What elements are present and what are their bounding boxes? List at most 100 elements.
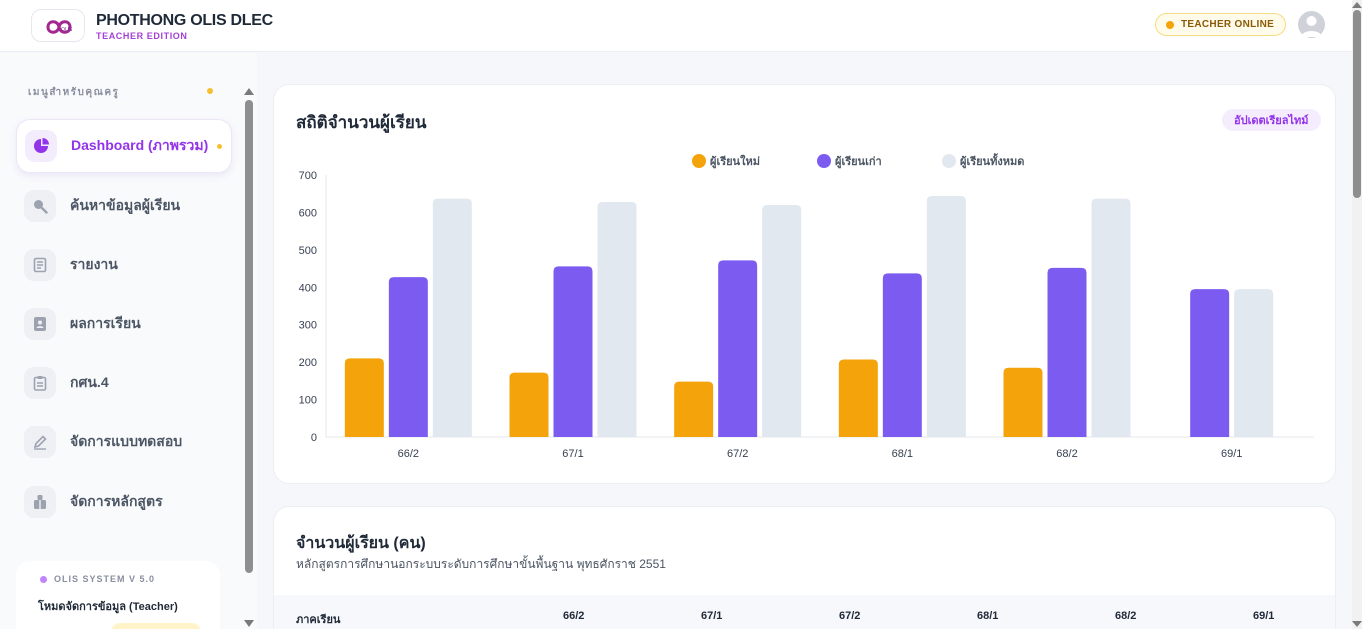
y-tick-label: 100 [299, 395, 317, 407]
y-tick-label: 0 [311, 432, 317, 444]
system-version-label: OLIS SYSTEM V 5.0 [54, 574, 156, 584]
sidebar-item-label: ค้นหาข้อมูลผู้เรียน [70, 197, 181, 213]
stats-card-title: สถิติจำนวนผู้เรียน [296, 113, 427, 132]
curriculum-icon [24, 486, 56, 518]
legend-label: ผู้เรียนทั้งหมด [960, 153, 1024, 169]
brand-title: PHOTHONG OLIS DLEC [96, 12, 273, 29]
page-scroll-down-icon[interactable] [1352, 621, 1362, 627]
legend-swatch [817, 154, 831, 168]
online-status-badge: TEACHER ONLINE [1155, 13, 1287, 36]
table-head-col: 68/2 [1115, 610, 1137, 622]
bar [1091, 198, 1131, 437]
legend-swatch [692, 154, 706, 168]
logo[interactable]: OLIS [31, 9, 85, 42]
table-head-col: 67/2 [839, 610, 861, 622]
bar [762, 204, 802, 437]
sidebar-scrollbar-thumb[interactable] [245, 100, 253, 573]
x-tick-label: 68/2 [1056, 448, 1077, 460]
bar [1047, 267, 1087, 437]
y-tick-label: 600 [299, 207, 317, 219]
pie-chart-icon [25, 130, 57, 162]
sidebar-item-manage-curriculum[interactable]: จัดการหลักสูตร [16, 475, 232, 529]
bar [432, 198, 472, 437]
bar [926, 195, 966, 437]
report-icon [24, 249, 56, 281]
status-label: TEACHER ONLINE [1181, 19, 1275, 30]
bar [553, 266, 593, 437]
system-badge [111, 623, 201, 629]
page-scrollbar-track[interactable] [1352, 0, 1362, 629]
table-header-row [274, 595, 1335, 629]
x-tick-label: 69/1 [1221, 448, 1242, 460]
sidebar-item-reports[interactable]: รายงาน [16, 238, 232, 292]
sidebar-item-dashboard[interactable]: Dashboard (ภาพรวม) [16, 119, 232, 173]
table-head-col: 68/1 [977, 610, 999, 622]
table-title: จำนวนผู้เรียน (คน) [296, 535, 426, 552]
y-tick-label: 200 [299, 357, 317, 369]
status-dot-icon [1166, 20, 1174, 29]
bar [882, 273, 922, 437]
page-scroll-up-icon[interactable] [1352, 2, 1362, 8]
x-tick-label: 66/2 [398, 448, 419, 460]
search-icon [24, 190, 56, 222]
clipboard-icon [24, 367, 56, 399]
table-head-col: 66/2 [563, 610, 585, 622]
sidebar-item-kor-sor-nor-4[interactable]: กศน.4 [16, 356, 232, 410]
student-count-bar-chart: 0 100 200 300 400 500 600 700 ผู้เรียนใหม่ ผู้เรี… [299, 153, 1314, 460]
user-avatar-icon[interactable] [1298, 11, 1325, 38]
system-mode: โหมดจัดการข้อมูล (Teacher) [38, 601, 178, 613]
realtime-update-button[interactable]: อัปเดตเรียลไทม์ [1222, 109, 1321, 131]
page-scrollbar-thumb[interactable] [1353, 10, 1361, 198]
sidebar-item-grades[interactable]: ผลการเรียน [16, 297, 232, 351]
sidebar-item-label: กศน.4 [70, 374, 109, 390]
table-head-col: 67/1 [701, 610, 723, 622]
system-info-card: OLIS SYSTEM V 5.0 โหมดจัดการข้อมูล (Teac… [16, 561, 220, 629]
sidebar-title: เมนูสำหรับคุณครู [28, 87, 120, 98]
sidebar-item-label: Dashboard (ภาพรวม) [71, 137, 209, 153]
legend-swatch [942, 154, 956, 168]
scroll-up-arrow-icon[interactable] [244, 88, 254, 95]
table-head-col: 69/1 [1253, 610, 1275, 622]
brand-subtitle: TEACHER EDITION [96, 31, 188, 41]
x-tick-label: 67/2 [727, 448, 748, 460]
sidebar: เมนูสำหรับคุณครู Dashboard (ภาพรวม) ค้นห… [0, 53, 257, 629]
sidebar-item-label: จัดการหลักสูตร [70, 493, 163, 509]
system-version: OLIS SYSTEM V 5.0 [40, 574, 155, 584]
bar [1234, 289, 1274, 437]
y-tick-label: 500 [299, 245, 317, 257]
sidebar-title-dot [207, 88, 213, 94]
svg-text:OLIS: OLIS [61, 27, 73, 33]
top-header: OLIS PHOTHONG OLIS DLEC TEACHER EDITION … [0, 0, 1352, 52]
x-tick-label: 67/1 [562, 448, 583, 460]
active-indicator-dot [217, 144, 222, 149]
version-dot-icon [40, 575, 47, 583]
student-count-table-card: จำนวนผู้เรียน (คน) หลักสูตรการศึกษานอกระ… [273, 506, 1336, 629]
sidebar-item-manage-tests[interactable]: จัดการแบบทดสอบ [16, 415, 232, 469]
edit-icon [24, 426, 56, 458]
y-tick-label: 400 [299, 282, 317, 294]
table-head-semester: ภาคเรียน [296, 614, 341, 626]
bar [838, 359, 878, 437]
bar [344, 358, 384, 437]
bar [1003, 367, 1043, 437]
bar [718, 260, 758, 437]
infinity-logo-icon: OLIS [46, 20, 73, 34]
x-tick-label: 68/1 [892, 448, 913, 460]
legend-label: ผู้เรียนเก่า [835, 155, 882, 169]
y-tick-label: 700 [299, 170, 317, 182]
bar [509, 372, 549, 437]
sidebar-item-label: จัดการแบบทดสอบ [70, 433, 183, 449]
y-tick-label: 300 [299, 320, 317, 332]
bar [1190, 289, 1230, 437]
student-stats-card: สถิติจำนวนผู้เรียน อัปเดตเรียลไทม์ 0 100 2… [273, 84, 1336, 484]
id-card-icon [24, 308, 56, 340]
sidebar-item-label: ผลการเรียน [70, 315, 141, 331]
bar [597, 201, 637, 437]
sidebar-item-label: รายงาน [70, 256, 118, 272]
bar [674, 381, 714, 437]
sidebar-item-search-students[interactable]: ค้นหาข้อมูลผู้เรียน [16, 179, 232, 233]
scroll-down-arrow-icon[interactable] [244, 620, 254, 627]
table-subtitle: หลักสูตรการศึกษานอกระบบระดับการศึกษาขั้น… [296, 557, 666, 571]
legend-label: ผู้เรียนใหม่ [710, 154, 760, 169]
bar [388, 277, 428, 437]
